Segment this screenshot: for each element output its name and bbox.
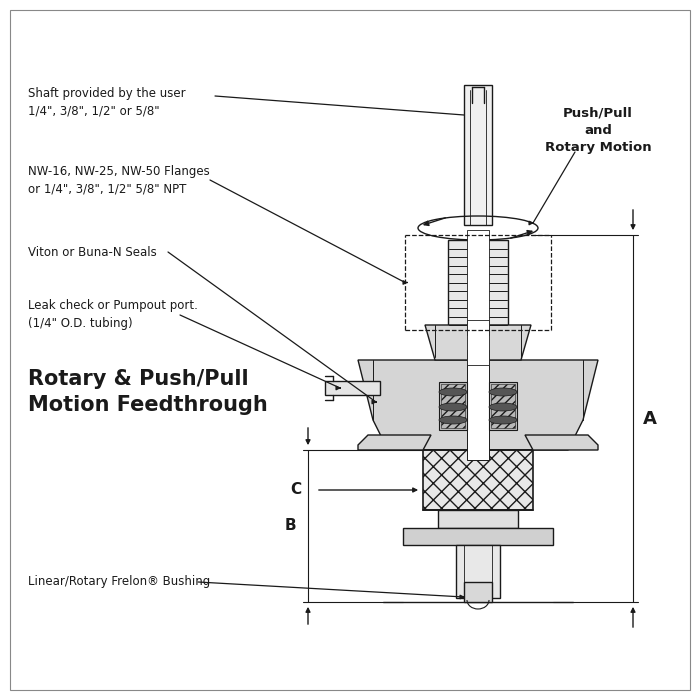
Text: NW-16, NW-25, NW-50 Flanges
or 1/4", 3/8", 1/2" 5/8" NPT: NW-16, NW-25, NW-50 Flanges or 1/4", 3/8… <box>28 164 210 195</box>
Text: A: A <box>643 410 657 428</box>
Ellipse shape <box>489 416 517 424</box>
Bar <box>464 85 492 225</box>
Polygon shape <box>425 325 531 360</box>
Text: Leak check or Pumpout port.
(1/4" O.D. tubing): Leak check or Pumpout port. (1/4" O.D. t… <box>28 300 198 330</box>
Polygon shape <box>358 435 431 450</box>
Ellipse shape <box>439 416 467 424</box>
Bar <box>441 384 465 428</box>
Polygon shape <box>325 381 380 395</box>
Text: Shaft provided by the user
1/4", 3/8", 1/2" or 5/8": Shaft provided by the user 1/4", 3/8", 1… <box>28 87 186 118</box>
Polygon shape <box>358 360 598 450</box>
Polygon shape <box>525 435 598 450</box>
Ellipse shape <box>439 388 467 396</box>
Text: Viton or Buna-N Seals: Viton or Buna-N Seals <box>28 246 157 258</box>
Ellipse shape <box>489 403 517 411</box>
Text: Push/Pull
and
Rotary Motion: Push/Pull and Rotary Motion <box>545 106 651 153</box>
Polygon shape <box>489 382 517 430</box>
Bar <box>403 528 553 545</box>
Bar <box>467 230 489 335</box>
Ellipse shape <box>439 403 467 411</box>
Text: C: C <box>290 482 301 498</box>
Ellipse shape <box>489 388 517 396</box>
Bar <box>467 320 489 365</box>
Bar <box>448 240 508 325</box>
Text: Linear/Rotary Frelon® Bushing: Linear/Rotary Frelon® Bushing <box>28 575 210 589</box>
Bar <box>464 582 492 602</box>
Text: Rotary & Push/Pull
Motion Feedthrough: Rotary & Push/Pull Motion Feedthrough <box>28 369 267 415</box>
Bar <box>491 384 515 428</box>
Polygon shape <box>439 382 467 430</box>
Bar <box>423 450 533 510</box>
Bar <box>438 510 518 528</box>
Bar <box>467 350 489 460</box>
Bar <box>456 545 500 598</box>
Text: B: B <box>284 519 296 533</box>
